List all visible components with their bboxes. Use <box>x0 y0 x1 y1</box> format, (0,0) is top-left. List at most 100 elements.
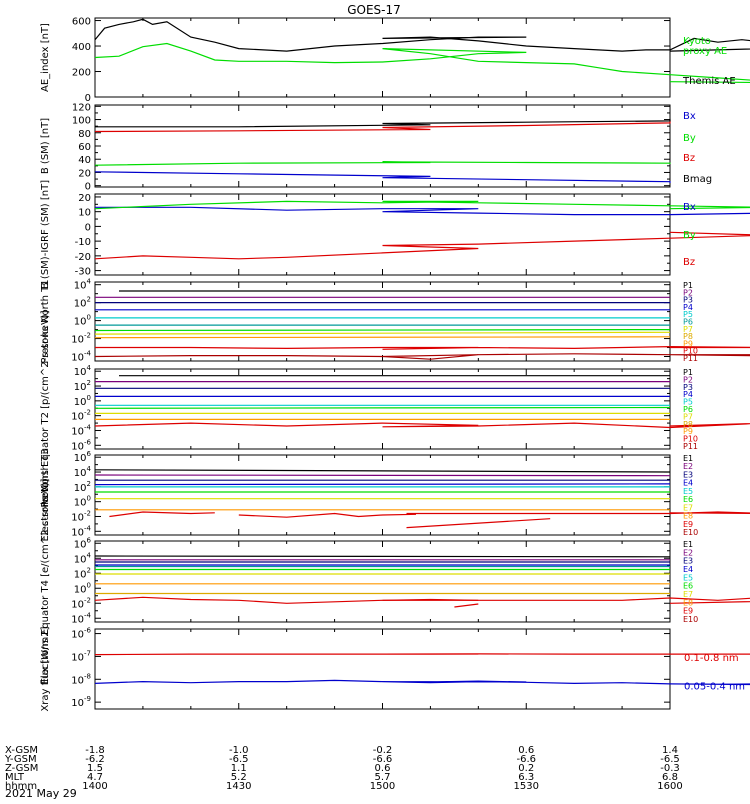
legend-label: 0.05-0.4 nm <box>684 682 745 693</box>
legend-label: By <box>683 133 696 144</box>
y-tick-label: 102 <box>74 566 91 580</box>
series-fragment <box>454 604 478 607</box>
legend-label: P11 <box>683 354 698 363</box>
y-tick-label: 10-2 <box>71 409 91 423</box>
y-axis-label: B (SM)-IGRF (SM) [nT] <box>40 180 51 289</box>
y-tick-label: 20 <box>78 168 91 179</box>
series-line <box>95 354 750 359</box>
ephemeris-value: 1600 <box>657 781 682 792</box>
y-tick-label: 104 <box>74 364 92 378</box>
page-title: GOES-17 <box>347 3 401 17</box>
series-line <box>95 423 750 427</box>
panel-frame <box>95 541 670 622</box>
y-tick-label: 102 <box>74 296 91 310</box>
ephemeris-table: X-GSMY-GSMZ-GSMMLThhmm-1.8-6.21.54.71400… <box>4 745 683 792</box>
series-line <box>95 680 750 685</box>
y-tick-label: 10-4 <box>71 423 91 437</box>
y-tick-label: 10-4 <box>71 611 91 625</box>
y-tick-label: 102 <box>74 379 91 393</box>
legend-label: Bz <box>683 257 695 268</box>
legend-label: Bmag <box>683 174 712 185</box>
y-tick-label: 10-6 <box>71 627 91 641</box>
series-line <box>95 654 750 655</box>
series-line <box>95 330 670 331</box>
y-tick-label: 104 <box>74 278 92 292</box>
y-tick-label: 100 <box>72 116 91 127</box>
series-line <box>95 119 670 127</box>
y-tick-label: -30 <box>75 267 91 278</box>
panel-frame <box>95 105 670 187</box>
y-tick-label: 40 <box>78 155 91 166</box>
y-tick-label: 0 <box>85 222 91 233</box>
y-tick-label: 10-4 <box>71 350 91 364</box>
y-tick-label: 10-7 <box>71 649 91 663</box>
series-line <box>95 332 670 334</box>
y-tick-label: 100 <box>74 581 91 595</box>
legend-label: Bx <box>683 202 696 213</box>
series-line <box>95 337 670 338</box>
panel-frame <box>95 18 670 97</box>
y-axis-label: Xray flux [W/m2] <box>40 626 51 711</box>
y-tick-label: 0 <box>85 182 91 193</box>
y-tick-label: 104 <box>74 465 92 479</box>
panel-frame <box>95 194 670 275</box>
legend-label: Bz <box>683 153 695 164</box>
ephemeris-value: 1530 <box>514 781 539 792</box>
series-line <box>95 470 670 472</box>
legend-label: E10 <box>683 615 698 624</box>
series-fragment <box>407 512 750 514</box>
legend-label: 0.1-0.8 nm <box>684 653 739 664</box>
y-tick-label: 600 <box>72 17 91 28</box>
y-tick-label: 104 <box>74 551 92 565</box>
panel-frame <box>95 455 670 535</box>
y-tick-label: 10-8 <box>71 672 91 686</box>
ephemeris-value: 1400 <box>82 781 107 792</box>
y-tick-label: 106 <box>74 450 92 464</box>
y-tick-label: 120 <box>72 102 91 113</box>
series-fragment <box>239 514 416 518</box>
y-tick-label: 106 <box>74 536 92 550</box>
y-axis-label: AE_index [nT] <box>40 23 51 92</box>
legend-label: P11 <box>683 442 698 451</box>
series-line <box>95 232 750 258</box>
y-tick-label: 80 <box>78 129 91 140</box>
y-tick-label: -20 <box>75 252 91 263</box>
legend-label: By <box>683 230 696 241</box>
ephemeris-value: 1430 <box>226 781 251 792</box>
series-line <box>95 19 750 51</box>
date-label: 2021 May 29 <box>5 787 77 800</box>
series-line <box>95 347 750 350</box>
series-line <box>95 162 670 165</box>
series-line <box>95 484 670 485</box>
legend-label: E10 <box>683 528 698 537</box>
legend-label: proxy AE <box>683 46 727 57</box>
y-tick-label: 100 <box>74 495 91 509</box>
y-tick-label: 200 <box>72 68 91 79</box>
y-tick-label: 10-9 <box>71 695 91 709</box>
y-tick-label: 10-2 <box>71 596 91 610</box>
y-tick-label: -10 <box>75 237 91 248</box>
series-fragment <box>109 512 214 517</box>
panel-xray: 10-9 10-8 10-7 10-6 Xray flux [W/m2] 0.1-0.8 … <box>40 626 750 711</box>
y-tick-label: 102 <box>74 480 91 494</box>
series-fragment <box>383 597 750 603</box>
y-tick-label: 400 <box>72 42 91 53</box>
series-line <box>95 556 670 557</box>
y-tick-label: 20 <box>78 193 91 204</box>
series-line <box>95 475 670 476</box>
y-tick-label: 10-2 <box>71 509 91 523</box>
y-tick-label: 100 <box>74 394 91 408</box>
legend-label: Themis AE <box>682 76 736 87</box>
y-tick-label: 60 <box>78 142 91 153</box>
series-line <box>95 408 670 409</box>
y-tick-label: 100 <box>74 314 91 328</box>
